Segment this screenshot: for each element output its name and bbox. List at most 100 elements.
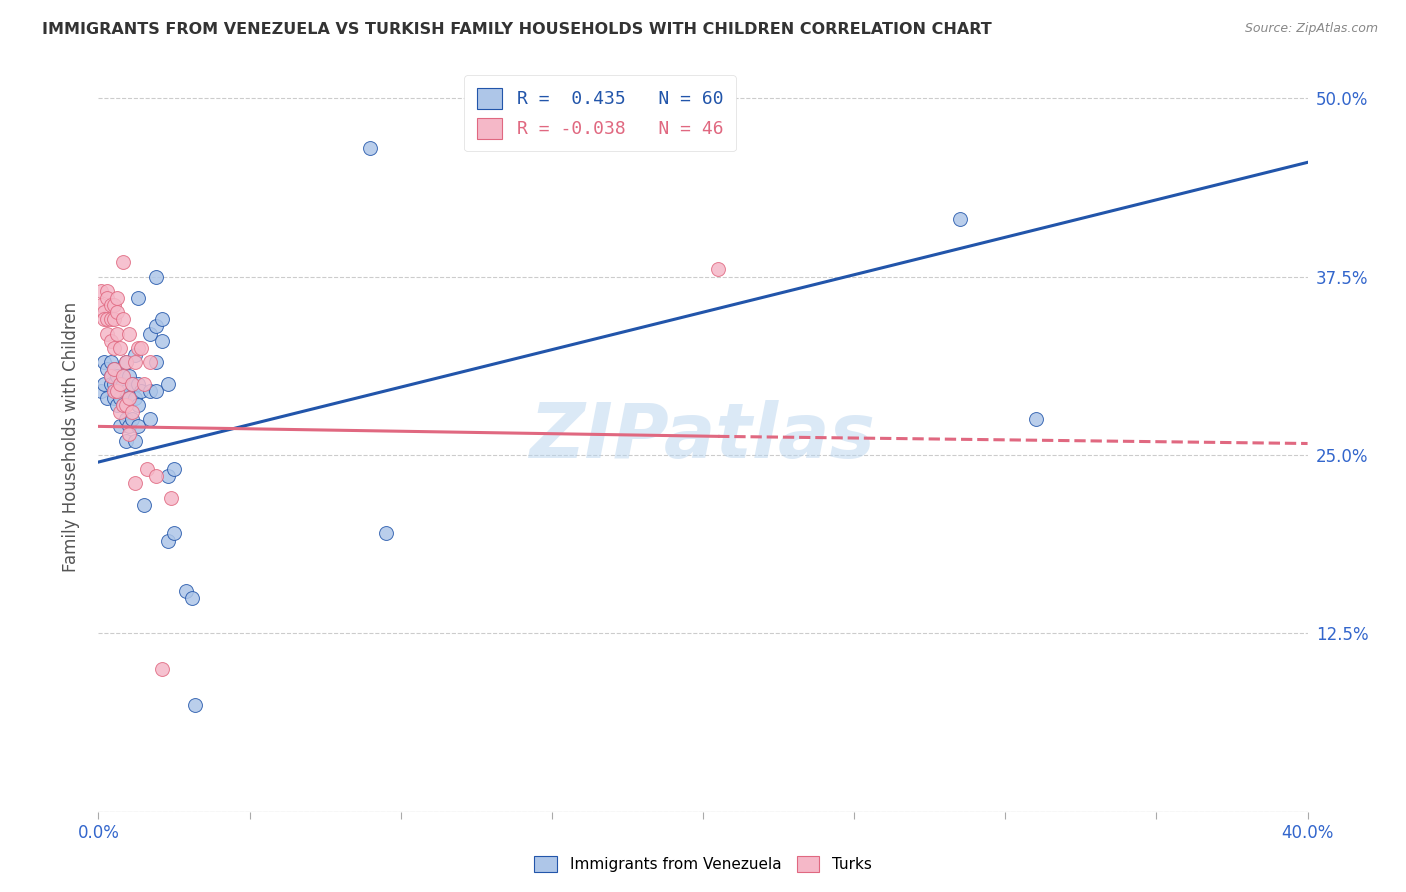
Point — [121, 376, 143, 391]
Point — [108, 341, 131, 355]
Point — [132, 376, 155, 391]
Point — [145, 355, 167, 369]
Point — [111, 255, 134, 269]
Point — [114, 384, 136, 398]
Point — [127, 376, 149, 391]
Point — [90, 384, 112, 398]
Point — [96, 362, 118, 376]
Point — [118, 426, 141, 441]
Point — [124, 391, 146, 405]
Point — [124, 476, 146, 491]
Point — [139, 355, 162, 369]
Point — [127, 341, 149, 355]
Y-axis label: Family Households with Children: Family Households with Children — [62, 302, 80, 572]
Point — [103, 312, 125, 326]
Point — [96, 291, 118, 305]
Point — [103, 298, 125, 312]
Point — [114, 398, 136, 412]
Legend: Immigrants from Venezuela, Turks: Immigrants from Venezuela, Turks — [527, 848, 879, 880]
Point — [108, 376, 131, 391]
Point — [145, 319, 167, 334]
Point — [96, 284, 118, 298]
Point — [100, 298, 122, 312]
Point — [156, 376, 179, 391]
Point — [160, 491, 183, 505]
Point — [93, 312, 115, 326]
Point — [124, 434, 146, 448]
Point — [124, 355, 146, 369]
Point — [111, 312, 134, 326]
Point — [93, 305, 115, 319]
Point — [127, 291, 149, 305]
Point — [145, 269, 167, 284]
Point — [103, 391, 125, 405]
Point — [184, 698, 207, 712]
Point — [100, 369, 122, 384]
Point — [132, 498, 155, 512]
Point — [114, 355, 136, 369]
Point — [156, 469, 179, 483]
Point — [105, 369, 128, 384]
Point — [121, 405, 143, 419]
Point — [103, 362, 125, 376]
Point — [105, 384, 128, 398]
Point — [118, 419, 141, 434]
Point — [145, 384, 167, 398]
Point — [96, 326, 118, 341]
Point — [156, 533, 179, 548]
Point — [93, 355, 115, 369]
Point — [150, 334, 173, 348]
Point — [139, 384, 162, 398]
Point — [103, 341, 125, 355]
Point — [118, 326, 141, 341]
Point — [114, 434, 136, 448]
Point — [100, 355, 122, 369]
Point — [96, 312, 118, 326]
Point — [150, 662, 173, 676]
Point — [100, 376, 122, 391]
Point — [108, 391, 131, 405]
Point — [100, 369, 122, 384]
Point — [174, 583, 197, 598]
Point — [163, 526, 186, 541]
Text: IMMIGRANTS FROM VENEZUELA VS TURKISH FAMILY HOUSEHOLDS WITH CHILDREN CORRELATION: IMMIGRANTS FROM VENEZUELA VS TURKISH FAM… — [42, 22, 991, 37]
Point — [139, 412, 162, 426]
Point — [127, 419, 149, 434]
Point — [96, 391, 118, 405]
Point — [121, 376, 143, 391]
Point — [118, 391, 141, 405]
Point — [163, 462, 186, 476]
Point — [105, 384, 128, 398]
Point — [118, 369, 141, 384]
Point — [124, 348, 146, 362]
Point — [127, 398, 149, 412]
Point — [111, 398, 134, 412]
Point — [121, 412, 143, 426]
Point — [129, 384, 152, 398]
Point — [108, 405, 131, 419]
Point — [90, 298, 112, 312]
Point — [105, 305, 128, 319]
Point — [1024, 412, 1046, 426]
Point — [360, 141, 382, 155]
Point — [114, 412, 136, 426]
Text: Source: ZipAtlas.com: Source: ZipAtlas.com — [1244, 22, 1378, 36]
Text: ZIPatlas: ZIPatlas — [530, 401, 876, 474]
Point — [103, 384, 125, 398]
Point — [105, 291, 128, 305]
Point — [108, 376, 131, 391]
Point — [374, 526, 396, 541]
Point — [105, 326, 128, 341]
Point — [100, 312, 122, 326]
Point — [111, 369, 134, 384]
Point — [949, 212, 972, 227]
Point — [540, 112, 562, 127]
Point — [100, 334, 122, 348]
Point — [118, 391, 141, 405]
Point — [108, 419, 131, 434]
Point — [103, 376, 125, 391]
Point — [93, 376, 115, 391]
Point — [111, 376, 134, 391]
Legend: R =  0.435   N = 60, R = -0.038   N = 46: R = 0.435 N = 60, R = -0.038 N = 46 — [464, 75, 735, 152]
Point — [111, 398, 134, 412]
